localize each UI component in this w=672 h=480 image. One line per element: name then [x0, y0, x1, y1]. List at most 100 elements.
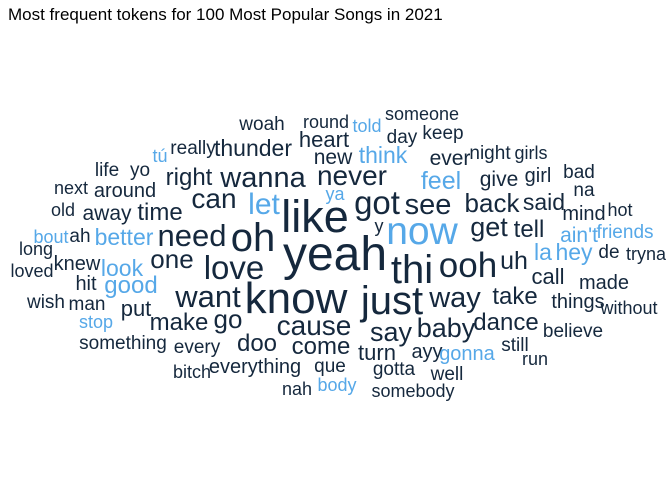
word-doo: doo	[237, 330, 277, 357]
word-wanna: wanna	[219, 162, 306, 194]
word-love: love	[204, 249, 265, 286]
word-never: never	[317, 160, 387, 191]
word-can: can	[191, 183, 236, 214]
word-ayy: ayy	[411, 341, 442, 363]
word-around: around	[94, 180, 156, 202]
word-hey: hey	[555, 239, 593, 265]
word-believe: believe	[543, 321, 603, 342]
word-round: round	[303, 112, 349, 132]
word-need: need	[158, 218, 227, 253]
word-man: man	[69, 294, 106, 315]
word-ooh: ooh	[439, 246, 497, 285]
word-come: come	[292, 333, 351, 360]
word-ya: ya	[325, 184, 345, 204]
word-give: give	[480, 168, 519, 191]
word-old: old	[51, 200, 75, 220]
word-hit: hit	[75, 273, 97, 295]
word-bout: bout	[33, 227, 68, 247]
word-baby: baby	[417, 313, 476, 343]
word-nah: nah	[282, 379, 312, 399]
word-oh: oh	[231, 216, 276, 260]
word-something: something	[79, 333, 167, 354]
word-said: said	[523, 189, 565, 215]
word-life: life	[95, 160, 119, 181]
word-gonna: gonna	[439, 343, 495, 365]
word-right: right	[166, 164, 213, 191]
word-friends: friends	[596, 222, 653, 243]
word-things: things	[551, 291, 604, 313]
word-body: body	[317, 375, 356, 395]
word-got: got	[354, 184, 400, 221]
word-new: new	[314, 146, 353, 169]
word-say: say	[370, 317, 413, 347]
word-la: la	[534, 239, 552, 265]
word-wish: wish	[26, 292, 65, 313]
word-someone: someone	[385, 104, 459, 124]
word-dance: dance	[473, 309, 538, 336]
word-cause: cause	[277, 310, 352, 341]
word-night: night	[469, 143, 511, 164]
word-call: call	[531, 264, 564, 289]
word-know: know	[245, 274, 348, 323]
word-think: think	[359, 142, 408, 168]
word-yo: yo	[130, 160, 150, 181]
word-feel: feel	[421, 167, 461, 195]
word-somebody: somebody	[371, 381, 454, 401]
word-gotta: gotta	[373, 359, 416, 380]
word-just: just	[360, 279, 423, 323]
word-keep: keep	[422, 123, 463, 144]
word-day: day	[387, 127, 418, 148]
word-want: want	[174, 279, 241, 314]
word-run: run	[522, 349, 548, 369]
word-go: go	[214, 304, 243, 334]
word-still: still	[501, 335, 528, 356]
word-make: make	[150, 309, 209, 336]
word-heart: heart	[299, 127, 349, 152]
word-knew: knew	[54, 253, 101, 275]
word-put: put	[121, 296, 152, 321]
word-uh: uh	[500, 247, 528, 275]
word-yeah: yeah	[283, 228, 387, 281]
word-well: well	[430, 364, 464, 385]
word-without: without	[599, 298, 657, 318]
word-time: time	[137, 199, 182, 226]
word-everything: everything	[209, 356, 301, 378]
word-de: de	[598, 242, 619, 263]
word-get: get	[470, 212, 508, 242]
word-back: back	[465, 188, 521, 218]
word-now: now	[386, 210, 458, 253]
word-told: told	[352, 116, 381, 136]
chart-title: Most frequent tokens for 100 Most Popula…	[8, 5, 443, 24]
word-tell: tell	[514, 216, 545, 243]
word-thunder: thunder	[214, 135, 292, 161]
word-ah: ah	[69, 226, 90, 247]
word-see: see	[405, 189, 452, 221]
word-long: long	[19, 239, 53, 259]
word-bitch: bitch	[173, 362, 211, 382]
word-like: like	[281, 191, 349, 242]
word-one: one	[150, 244, 193, 274]
word-take: take	[492, 283, 537, 310]
word-hot: hot	[607, 200, 632, 220]
word-ever: ever	[430, 147, 471, 170]
word-really: really	[170, 138, 216, 159]
word-away: away	[82, 202, 132, 225]
word-loved: loved	[10, 261, 53, 281]
word-woah: woah	[238, 114, 284, 135]
word-aint: ain't	[560, 224, 598, 247]
word-next: next	[54, 178, 88, 198]
word-every: every	[174, 337, 221, 358]
word-t: tú	[152, 146, 167, 166]
word-na: na	[573, 180, 595, 201]
word-tryna: tryna	[626, 244, 667, 264]
word-bad: bad	[563, 162, 595, 183]
word-way: way	[428, 282, 481, 314]
word-better: better	[95, 224, 154, 250]
word-good: good	[104, 272, 157, 299]
word-let: let	[248, 188, 280, 221]
word-thi: thi	[391, 248, 433, 292]
word-made: made	[579, 272, 629, 294]
word-girls: girls	[514, 143, 547, 163]
